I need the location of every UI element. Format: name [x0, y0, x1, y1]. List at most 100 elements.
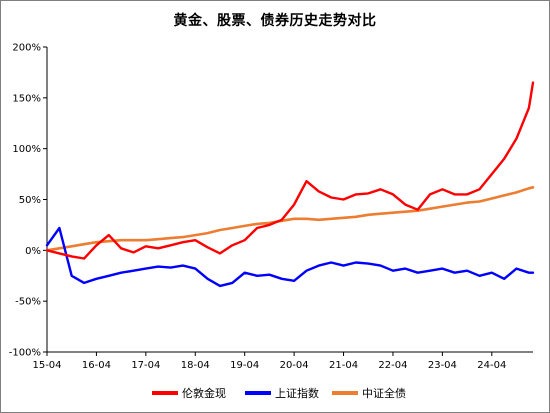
data-point	[157, 238, 159, 240]
data-point	[416, 208, 419, 211]
data-point	[342, 264, 345, 267]
data-point	[528, 107, 530, 109]
data-point	[515, 137, 518, 140]
data-point	[532, 186, 534, 189]
data-point	[231, 227, 234, 229]
data-point	[281, 219, 283, 221]
legend-label: 中证全债	[362, 386, 406, 400]
data-point	[268, 273, 271, 276]
data-point	[256, 227, 258, 229]
data-point	[95, 278, 98, 280]
data-point	[305, 180, 308, 182]
data-point	[268, 224, 271, 226]
data-point	[528, 271, 530, 274]
data-point	[478, 200, 481, 203]
data-point	[231, 244, 234, 247]
data-point	[58, 252, 61, 255]
data-point	[169, 244, 172, 247]
x-tick-label: 17-04	[131, 360, 160, 371]
data-point	[318, 219, 320, 221]
data-point	[108, 275, 110, 277]
data-point	[58, 247, 61, 250]
data-point	[108, 240, 110, 242]
data-point	[281, 278, 283, 280]
legend: 伦敦金现 上证指数 中证全债	[152, 386, 406, 400]
data-point	[379, 264, 382, 267]
data-point	[355, 216, 357, 218]
data-point	[268, 222, 271, 224]
data-point	[342, 198, 345, 201]
data-point	[243, 225, 246, 227]
data-point	[243, 239, 246, 241]
data-point	[132, 251, 135, 254]
data-point	[206, 232, 209, 234]
data-point	[441, 205, 444, 208]
data-point	[491, 173, 493, 175]
series-line-bond-index	[45, 186, 535, 252]
x-tick-label: 24-04	[477, 360, 506, 371]
data-point	[528, 187, 530, 190]
data-point	[355, 261, 357, 264]
data-point	[503, 158, 506, 160]
data-point	[466, 193, 468, 196]
data-point	[392, 269, 394, 272]
x-tick-label: 20-04	[280, 360, 309, 371]
y-tick-label: 200%	[12, 43, 41, 54]
data-point	[491, 197, 493, 200]
data-point	[532, 81, 534, 84]
data-point	[169, 266, 172, 269]
data-point	[515, 191, 518, 194]
data-point	[515, 267, 518, 270]
data-point	[503, 194, 506, 197]
data-point	[243, 271, 246, 274]
data-point	[70, 255, 73, 258]
chart-title: 黄金、股票、债券历史走势对比	[173, 13, 377, 29]
data-point	[453, 271, 456, 274]
series-layer	[45, 81, 535, 288]
x-tick-label: 22-04	[378, 360, 407, 371]
data-point	[194, 234, 197, 236]
data-point	[532, 271, 534, 274]
data-point	[429, 269, 431, 272]
data-point	[83, 257, 85, 260]
data-point	[367, 214, 370, 216]
data-point	[83, 282, 85, 284]
data-point	[46, 244, 48, 247]
data-point	[355, 193, 357, 196]
data-point	[318, 264, 320, 267]
data-point	[305, 218, 308, 220]
data-point	[219, 252, 221, 255]
data-point	[379, 212, 382, 215]
y-tick-label: 0%	[25, 246, 41, 257]
data-point	[367, 262, 370, 265]
data-point	[367, 192, 370, 195]
data-point	[293, 218, 295, 220]
data-point	[157, 265, 159, 268]
data-point	[404, 203, 407, 206]
data-point	[46, 249, 48, 252]
data-point	[330, 196, 333, 199]
data-point	[219, 229, 221, 231]
data-point	[206, 246, 209, 249]
data-point	[83, 243, 85, 245]
data-point	[120, 239, 122, 241]
data-point	[429, 193, 431, 196]
data-point	[206, 278, 209, 280]
data-point	[478, 188, 481, 191]
data-point	[182, 264, 184, 267]
data-point	[120, 271, 122, 274]
y-tick-label: 50%	[19, 195, 41, 206]
data-point	[120, 247, 122, 250]
data-point	[194, 267, 197, 270]
data-point	[392, 211, 394, 214]
legend-label: 上证指数	[275, 386, 319, 400]
data-point	[145, 239, 147, 241]
x-tick-label: 19-04	[230, 360, 259, 371]
data-point	[231, 282, 234, 284]
data-point	[219, 285, 221, 287]
data-point	[318, 190, 320, 193]
axes: 200% 150% 100% 50% 0% -50% -100%15-04 16-04 17-0…	[9, 43, 533, 371]
data-point	[330, 261, 333, 264]
x-tick-label: 21-04	[329, 360, 358, 371]
